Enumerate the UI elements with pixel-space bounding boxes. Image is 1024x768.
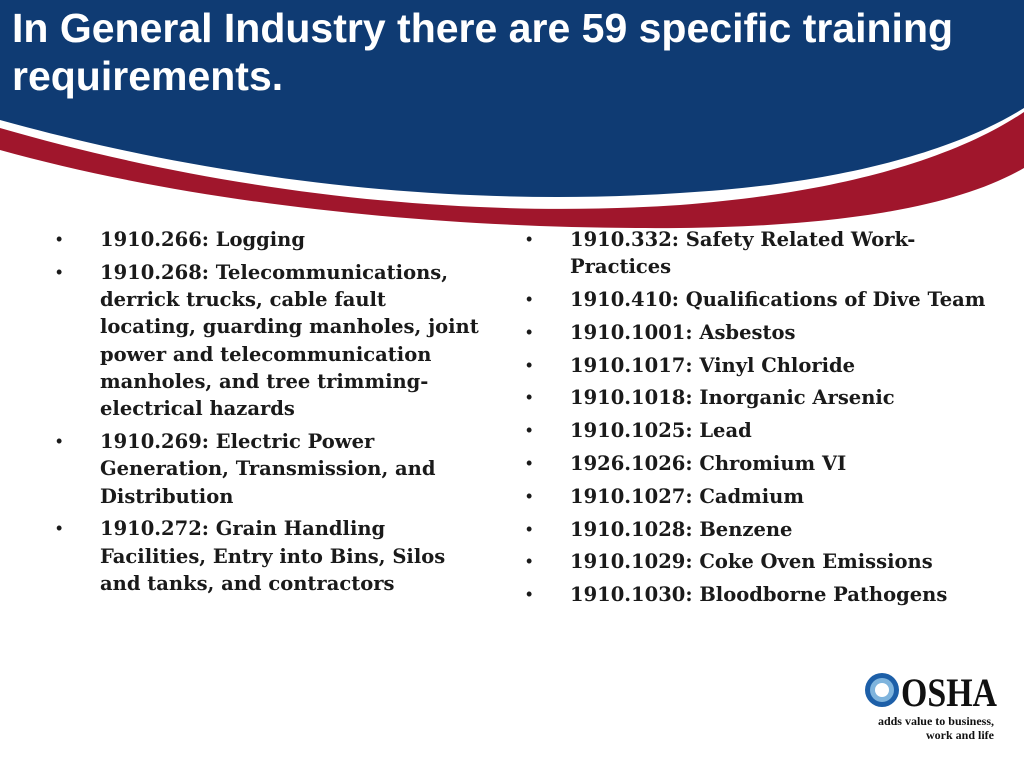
list-item: • 1910.332: Safety Related Work-Practices <box>526 226 986 281</box>
list-item: • 1910.266: Logging <box>56 226 486 253</box>
list-item: • 1910.1029: Coke Oven Emissions <box>526 548 986 575</box>
banner-red-swoosh <box>0 112 1024 229</box>
item-text: 1910.268: Telecommunications, derrick tr… <box>100 260 479 421</box>
slide-title: In General Industry there are 59 specifi… <box>12 5 954 99</box>
right-requirements-list: • 1910.332: Safety Related Work-Practices… <box>526 226 986 614</box>
item-text: 1926.1026: Chromium VI <box>570 452 847 476</box>
bullet: • <box>526 289 533 310</box>
banner-white-highlight <box>0 108 1024 204</box>
item-text: 1910.1030: Bloodborne Pathogens <box>570 583 948 607</box>
item-text: 1910.1017: Vinyl Chloride <box>570 353 856 377</box>
list-item: • 1910.1028: Benzene <box>526 516 986 543</box>
item-text: 1910.1028: Benzene <box>570 517 793 541</box>
logo-letters: OSHA <box>901 670 997 714</box>
list-item: • 1910.272: Grain Handling Facilities, En… <box>56 515 486 597</box>
bullet: • <box>526 453 533 474</box>
item-text: 1910.410: Qualifications of Dive Team <box>570 288 986 312</box>
item-text: 1910.266: Logging <box>100 228 305 251</box>
bullet: • <box>526 584 533 605</box>
bullet: • <box>526 551 533 572</box>
osha-wordmark: OSHA <box>865 670 997 714</box>
list-item: • 1926.1026: Chromium VI <box>526 450 986 477</box>
bullet: • <box>526 518 533 539</box>
bullet: • <box>56 431 63 452</box>
list-item: • 1910.268: Telecommunications, derrick t… <box>56 259 486 423</box>
item-text: 1910.1029: Coke Oven Emissions <box>570 550 933 574</box>
item-text: 1910.1018: Inorganic Arsenic <box>570 386 895 410</box>
tagline-line-1: adds value to business, <box>877 714 994 728</box>
bullet: • <box>56 229 63 249</box>
bullet: • <box>526 485 533 506</box>
list-item: • 1910.1001: Asbestos <box>526 319 986 346</box>
item-text: 1910.1025: Lead <box>570 419 752 443</box>
item-text: 1910.269: Electric Power Generation, Tra… <box>100 430 436 508</box>
left-requirements-list: • 1910.266: Logging • 1910.268: Telecommun… <box>56 226 486 603</box>
header-banner <box>0 0 1024 229</box>
bullet: • <box>526 229 533 249</box>
list-item: • 1910.1025: Lead <box>526 417 986 444</box>
list-item: • 1910.1030: Bloodborne Pathogens <box>526 581 986 608</box>
bullet: • <box>56 261 63 282</box>
list-item: • 1910.1027: Cadmium <box>526 483 986 510</box>
list-item: • 1910.410: Qualifications of Dive Team <box>526 286 986 313</box>
list-item: • 1910.1018: Inorganic Arsenic <box>526 384 986 411</box>
banner-blue-band <box>0 0 1024 197</box>
bullet: • <box>56 518 63 539</box>
item-text: 1910.332: Safety Related Work-Practices <box>570 228 916 279</box>
list-item: • 1910.269: Electric Power Generation, Tr… <box>56 428 486 510</box>
tagline-line-2: work and life <box>925 728 994 742</box>
bullet: • <box>526 321 533 342</box>
bullet: • <box>526 387 533 408</box>
item-text: 1910.272: Grain Handling Facilities, Ent… <box>100 517 446 596</box>
bullet: • <box>526 354 533 375</box>
item-text: 1910.1001: Asbestos <box>570 320 796 344</box>
logo-ring-inner <box>875 683 889 697</box>
list-item: • 1910.1017: Vinyl Chloride <box>526 352 986 379</box>
logo-tagline: adds value to business, work and life <box>860 714 994 742</box>
osha-logo: OSHA adds value to business, work and li… <box>860 666 1000 746</box>
item-text: 1910.1027: Cadmium <box>570 484 804 508</box>
bullet: • <box>526 420 533 441</box>
